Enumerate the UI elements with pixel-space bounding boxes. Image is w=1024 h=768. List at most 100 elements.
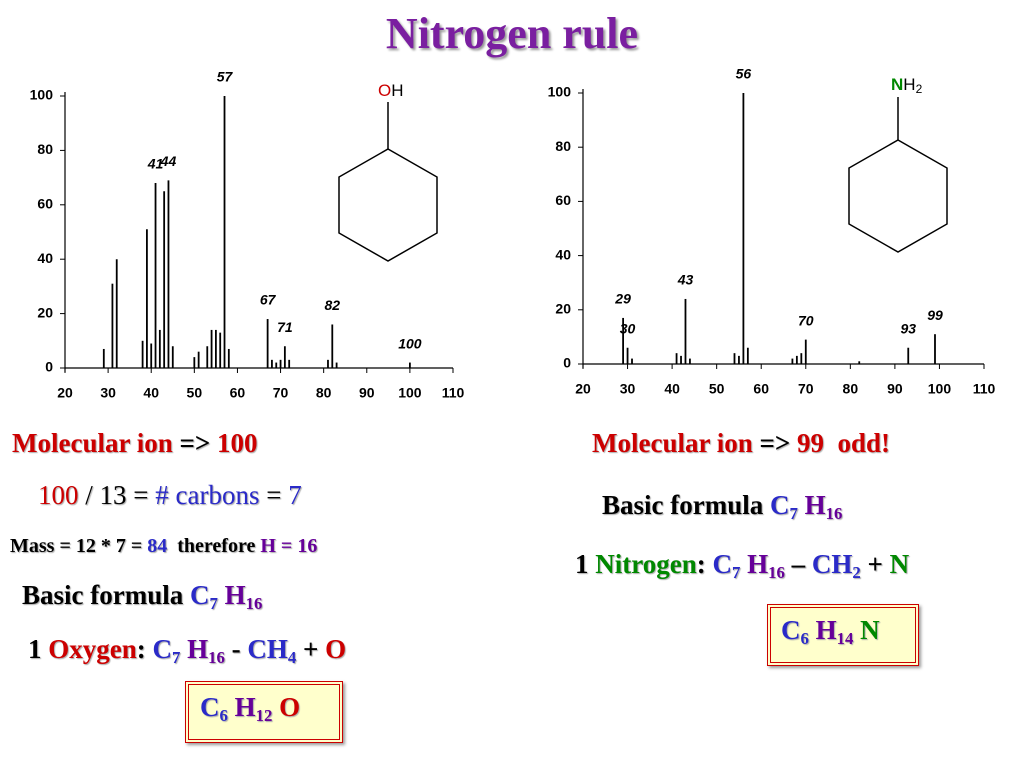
- x-tick-label: 110: [973, 381, 996, 397]
- text: odd!: [837, 428, 891, 458]
- subscript: 7: [209, 594, 218, 614]
- text: Molecular ion: [12, 428, 173, 458]
- result-box: [767, 604, 919, 666]
- x-tick-label: 40: [143, 385, 159, 401]
- text: –: [791, 549, 806, 579]
- y-tick-label: 20: [555, 301, 571, 317]
- subscript: 7: [172, 648, 181, 668]
- text: Basic formula: [602, 490, 764, 520]
- x-tick-label: 100: [928, 381, 952, 397]
- text-line: Molecular ion => 100: [12, 428, 258, 459]
- text: Basic formula: [22, 580, 184, 610]
- peak-label: 44: [160, 153, 177, 169]
- text: Molecular ion: [592, 428, 753, 458]
- text: O: [279, 692, 301, 722]
- x-tick-label: 50: [187, 385, 203, 401]
- subscript: 2: [852, 563, 861, 583]
- text: # carbons: [155, 480, 260, 510]
- text: H: [224, 580, 246, 610]
- subscript: 16: [768, 563, 785, 583]
- text: =: [266, 480, 282, 510]
- subscript: 2: [916, 82, 923, 96]
- result-box: [185, 681, 343, 743]
- text: 99: [797, 428, 825, 458]
- subscript: 6: [800, 629, 809, 649]
- y-tick-label: 0: [45, 359, 53, 375]
- peak-label: 100: [398, 335, 422, 351]
- text: N: [860, 615, 880, 645]
- text: / 13 =: [85, 480, 149, 510]
- y-tick-label: 0: [563, 355, 571, 371]
- peak-label: 82: [324, 297, 340, 313]
- peak-label: 43: [677, 272, 694, 288]
- subscript: 12: [255, 706, 273, 726]
- y-tick-label: 60: [37, 196, 53, 212]
- text-line: Molecular ion => 99 odd!: [592, 428, 890, 459]
- x-tick-label: 90: [887, 381, 903, 397]
- peak-label: 67: [260, 292, 277, 308]
- x-tick-label: 90: [359, 385, 375, 401]
- y-tick-label: 40: [37, 250, 53, 266]
- peak-label: 41: [147, 156, 164, 172]
- text: H: [804, 490, 826, 520]
- x-tick-label: 20: [57, 385, 73, 401]
- x-tick-label: 60: [753, 381, 769, 397]
- text: 1: [28, 634, 42, 664]
- text-line: Basic formula C7 H16: [602, 490, 842, 524]
- subscript: 16: [208, 648, 225, 668]
- y-tick-label: 40: [555, 246, 571, 262]
- text-line: Mass = 12 * 7 = 84 therefore H = 16: [10, 535, 317, 558]
- text: H: [815, 615, 837, 645]
- subscript: 6: [219, 706, 228, 726]
- atom: O: [378, 81, 391, 100]
- text-line: C6 H12 O: [200, 692, 300, 726]
- text: H: [747, 549, 769, 579]
- substituent: NH2: [891, 75, 923, 96]
- peak-label: 71: [277, 319, 293, 335]
- text: =>: [759, 428, 791, 458]
- text-line: C6 H14 N: [781, 615, 880, 649]
- x-tick-label: 50: [709, 381, 725, 397]
- text: C: [190, 580, 210, 610]
- slide-title: Nitrogen rule: [385, 9, 639, 58]
- atom: H: [903, 75, 915, 94]
- x-tick-label: 40: [664, 381, 680, 397]
- text: C: [770, 490, 790, 520]
- peak-label: 99: [927, 307, 943, 323]
- substituent: OH: [378, 81, 404, 100]
- y-tick-label: 80: [37, 141, 53, 157]
- text: 100: [217, 428, 258, 458]
- peak-label: 70: [798, 312, 814, 328]
- text: 1: [575, 549, 589, 579]
- text: +: [867, 549, 883, 579]
- y-tick-label: 80: [555, 138, 571, 154]
- text: O: [325, 634, 347, 664]
- y-tick-label: 20: [37, 304, 53, 320]
- text: :: [136, 634, 146, 664]
- peak-label: 29: [614, 291, 631, 307]
- y-tick-label: 60: [555, 192, 571, 208]
- text: 84: [147, 535, 168, 557]
- subscript: 4: [287, 648, 297, 668]
- text: H: [234, 692, 256, 722]
- subscript: 7: [789, 504, 798, 524]
- text: Nitrogen: [595, 549, 697, 579]
- x-tick-label: 20: [575, 381, 591, 397]
- text: C: [200, 692, 220, 722]
- text: N: [889, 549, 910, 579]
- x-tick-label: 80: [316, 385, 332, 401]
- text: therefore: [177, 535, 256, 557]
- text: -: [231, 634, 241, 664]
- text-line: 1 Oxygen: C7 H16 - CH4 + O: [28, 634, 346, 668]
- x-tick-label: 70: [798, 381, 814, 397]
- text: 100: [38, 480, 79, 510]
- text: =>: [179, 428, 211, 458]
- y-tick-label: 100: [548, 84, 572, 100]
- x-tick-label: 30: [620, 381, 636, 397]
- text: C: [781, 615, 801, 645]
- atom: N: [891, 75, 903, 94]
- text-line: 100 / 13 = # carbons = 7: [38, 480, 302, 511]
- subscript: 14: [836, 629, 854, 649]
- text: Mass = 12 * 7 =: [10, 535, 143, 557]
